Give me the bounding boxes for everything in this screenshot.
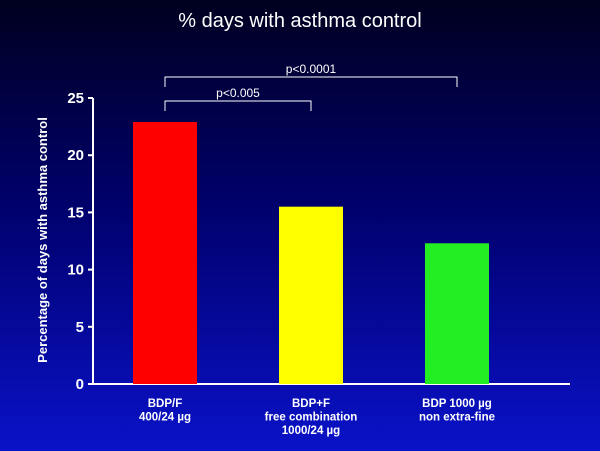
y-tick-label: 5 [76,319,84,336]
bars [133,122,489,385]
p-value-label: p<0.005 [216,86,260,100]
category-label: BDP/F 400/24 µg [139,398,191,424]
significance-annotations: p<0.005 p<0.0001 [164,62,458,111]
bar [425,243,489,384]
y-tick-label: 25 [67,90,84,107]
p-value-label: p<0.0001 [286,62,337,76]
category-labels: BDP/F 400/24 µg BDP+F free combination 1000/… [139,398,495,437]
significance-bracket [164,100,312,111]
category-label: BDP+F free combination 1000/24 µg [265,398,358,437]
y-tick-label: 10 [67,262,84,279]
significance-bracket [164,76,458,87]
chart-title: % days with asthma control [178,10,421,32]
category-label: BDP 1000 µg non extra-fine [419,398,495,424]
bar [279,206,343,384]
bar [133,122,197,385]
y-tick-label: 20 [67,147,84,164]
y-tick-label: 0 [76,376,84,393]
y-axis-label: Percentage of days with asthma control [35,117,50,363]
y-tick-label: 15 [67,204,84,221]
